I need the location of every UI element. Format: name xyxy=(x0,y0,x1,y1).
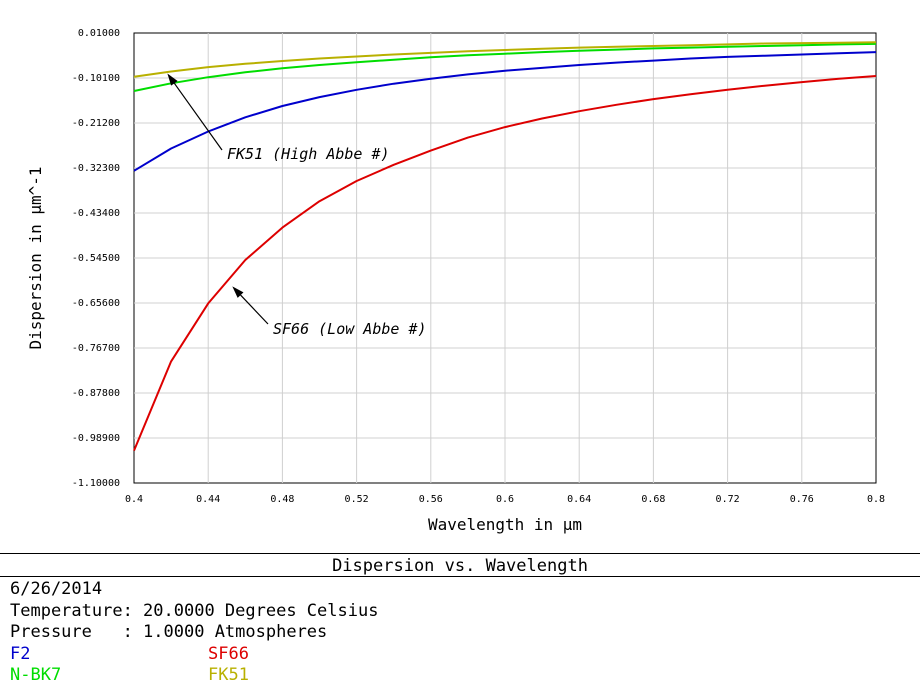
footer-date: 6/26/2014 xyxy=(10,579,103,599)
y-tick-label: -0.21200 xyxy=(72,118,120,129)
dispersion-chart: 0.01000 -0.10100 -0.21200 -0.32300 -0.43400 -… xyxy=(26,28,885,534)
x-tick-label: 0.64 xyxy=(567,494,591,505)
legend-item-n-bk7: N-BK7 xyxy=(10,665,62,685)
annotation-label: SF66 (Low Abbe #) xyxy=(273,320,427,338)
grid-lines xyxy=(134,33,876,483)
y-tick-label: -1.10000 xyxy=(72,478,120,489)
legend-item-f2: F2 xyxy=(10,644,31,664)
y-tick-label: 0.01000 xyxy=(78,28,120,39)
footer-temperature: Temperature: 20.0000 Degrees Celsius xyxy=(10,601,379,621)
y-tick-label: -0.10100 xyxy=(72,73,120,84)
y-tick-label: -0.32300 xyxy=(72,163,120,174)
x-tick-label: 0.6 xyxy=(496,494,514,505)
annotations: FK51 (High Abbe #) SF66 (Low Abbe #) xyxy=(167,73,427,338)
footer-title-rule xyxy=(0,576,920,577)
y-tick-label: -0.76700 xyxy=(72,343,120,354)
annotation-arrow-line xyxy=(173,82,223,151)
y-tick-label: -0.43400 xyxy=(72,208,120,219)
y-tick-labels: 0.01000 -0.10100 -0.21200 -0.32300 -0.43400 -… xyxy=(72,28,120,489)
x-tick-label: 0.44 xyxy=(196,494,220,505)
legend-item-sf66: SF66 xyxy=(208,644,249,664)
x-tick-label: 0.56 xyxy=(419,494,443,505)
y-tick-label: -0.87800 xyxy=(72,388,120,399)
series-line-n-bk7 xyxy=(133,42,877,92)
x-tick-label: 0.4 xyxy=(125,494,143,505)
annotation-label: FK51 (High Abbe #) xyxy=(227,145,390,163)
x-tick-label: 0.68 xyxy=(641,494,665,505)
series-line-f2 xyxy=(133,51,877,172)
footer-title: Dispersion vs. Wavelength xyxy=(332,556,588,576)
x-tick-label: 0.8 xyxy=(867,494,885,505)
series-line-fk51 xyxy=(133,41,877,78)
annotation-arrow-line xyxy=(240,294,269,325)
chart-info-panel: Dispersion vs. Wavelength 6/26/2014 Temp… xyxy=(0,553,920,689)
y-tick-label: -0.98900 xyxy=(72,433,120,444)
x-axis-label: Wavelength in µm xyxy=(428,515,582,534)
x-tick-label: 0.52 xyxy=(345,494,369,505)
x-tick-label: 0.72 xyxy=(716,494,740,505)
annotation-arrow-head xyxy=(232,286,244,298)
series-lines xyxy=(133,41,877,451)
footer-top-rule xyxy=(0,553,920,554)
series-line-sf66 xyxy=(133,75,877,451)
x-tick-label: 0.76 xyxy=(790,494,814,505)
y-tick-label: -0.54500 xyxy=(72,253,120,264)
footer-pressure: Pressure : 1.0000 Atmospheres xyxy=(10,622,328,642)
x-tick-labels: 0.4 0.44 0.48 0.52 0.56 0.6 0.64 0.68 0.72 0.76 0.… xyxy=(125,494,885,505)
y-tick-label: -0.65600 xyxy=(72,298,120,309)
x-tick-label: 0.48 xyxy=(270,494,294,505)
legend-item-fk51: FK51 xyxy=(208,665,249,685)
annotation-arrow-head xyxy=(167,73,178,86)
y-axis-label: Dispersion in µm^-1 xyxy=(26,166,45,349)
